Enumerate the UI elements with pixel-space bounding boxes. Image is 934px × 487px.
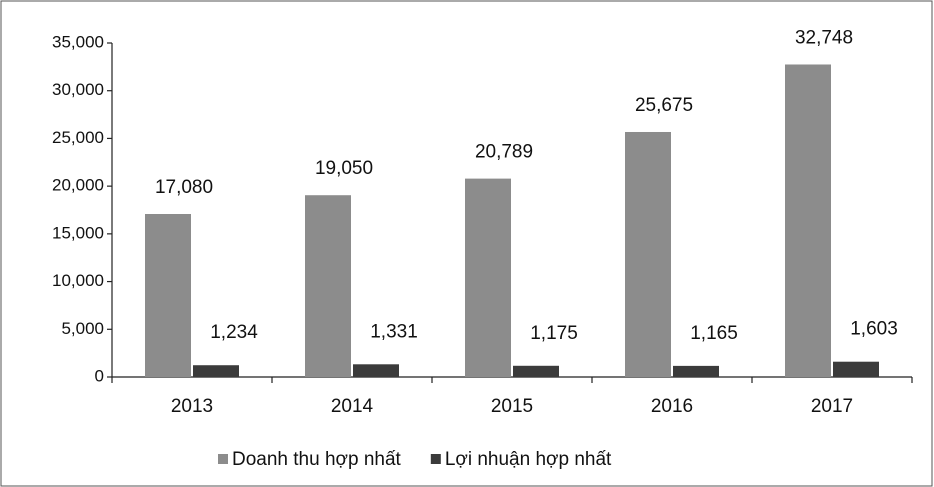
- x-tick-label: 2017: [811, 396, 853, 417]
- value-label: 20,789: [475, 142, 533, 163]
- bar: [145, 214, 191, 377]
- bar: [513, 365, 559, 377]
- value-label: 1,165: [690, 323, 738, 344]
- bar: [353, 364, 399, 377]
- value-label: 32,748: [795, 28, 853, 49]
- bar: [305, 195, 351, 377]
- y-tick-label: 10,000: [52, 271, 104, 290]
- y-tick-label: 25,000: [52, 128, 104, 147]
- value-label: 19,050: [315, 158, 373, 179]
- y-tick-label: 30,000: [52, 80, 104, 99]
- value-label: 17,080: [155, 177, 213, 198]
- y-tick-label: 35,000: [52, 32, 104, 51]
- x-tick-label: 2016: [651, 396, 693, 417]
- value-label: 1,603: [850, 319, 898, 340]
- legend-swatch: [430, 454, 441, 464]
- bar: [785, 64, 831, 378]
- bar: [673, 365, 719, 377]
- value-label: 1,234: [210, 322, 258, 343]
- value-label: 25,675: [635, 95, 693, 116]
- legend-swatch: [218, 454, 228, 464]
- x-tick-label: 2015: [491, 396, 533, 417]
- bar: [465, 178, 511, 377]
- x-tick-label: 2014: [331, 396, 374, 417]
- x-tick-label: 2013: [171, 396, 213, 417]
- value-label: 1,175: [530, 323, 578, 344]
- y-tick-label: 0: [95, 366, 104, 385]
- bar: [193, 365, 239, 377]
- y-tick-label: 5,000: [61, 319, 104, 338]
- legend-label: Doanh thu hợp nhất: [232, 449, 402, 470]
- bar: [625, 131, 671, 377]
- bar: [833, 361, 879, 377]
- y-tick-label: 20,000: [52, 176, 104, 195]
- y-tick-label: 15,000: [52, 223, 104, 242]
- value-label: 1,331: [370, 321, 418, 342]
- legend-label: Lợi nhuận hợp nhất: [445, 449, 612, 470]
